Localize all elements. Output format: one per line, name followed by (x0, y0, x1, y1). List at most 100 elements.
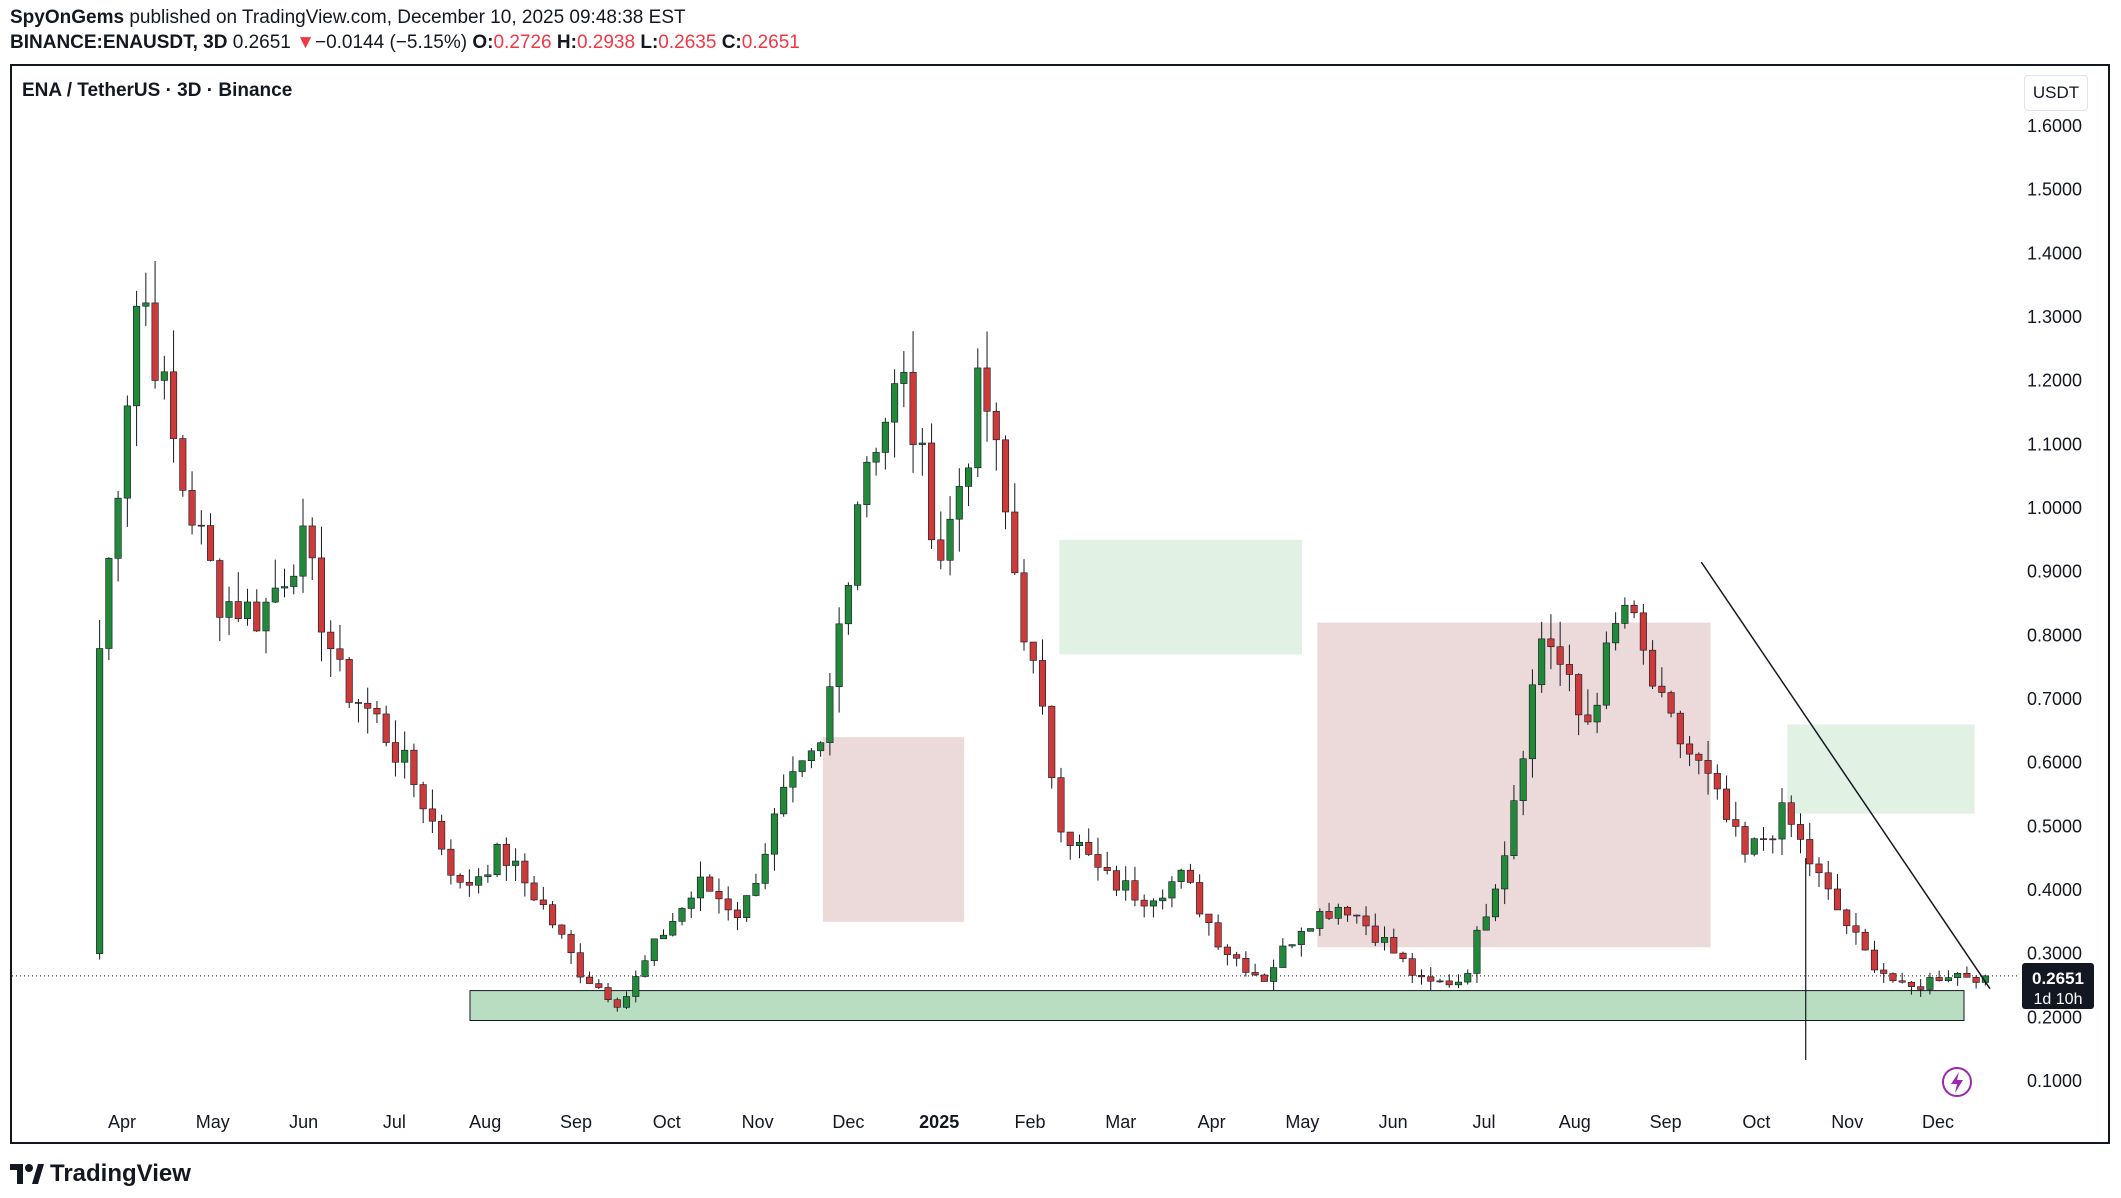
candle-body[interactable] (1029, 641, 1037, 661)
candle-body[interactable] (1852, 925, 1860, 933)
candle-body[interactable] (872, 452, 880, 463)
candle-body[interactable] (114, 497, 122, 559)
candle-body[interactable] (983, 367, 991, 412)
candle-body[interactable] (1103, 867, 1111, 871)
candle-body[interactable] (354, 702, 362, 704)
candle-body[interactable] (1926, 977, 1934, 990)
candle-body[interactable] (1658, 685, 1666, 693)
candle-body[interactable] (1649, 649, 1657, 687)
candle-body[interactable] (1205, 913, 1213, 924)
candle-body[interactable] (789, 771, 797, 788)
candle-body[interactable] (1316, 911, 1324, 929)
candle-body[interactable] (493, 843, 501, 876)
candle-body[interactable] (253, 601, 261, 632)
candle-body[interactable] (622, 996, 631, 1008)
trendline[interactable] (1700, 561, 1991, 990)
candle-body[interactable] (992, 410, 1000, 441)
candle-body[interactable] (364, 702, 372, 709)
candle-body[interactable] (299, 525, 307, 577)
candle-body[interactable] (733, 909, 741, 918)
candle-body[interactable] (170, 371, 178, 439)
candle-body[interactable] (1186, 869, 1194, 883)
candle-body[interactable] (928, 442, 936, 541)
candle-body[interactable] (1759, 838, 1768, 840)
candle-body[interactable] (1954, 973, 1962, 978)
candle-body[interactable] (336, 648, 344, 660)
candle-body[interactable] (613, 999, 621, 1008)
candle-body[interactable] (456, 874, 464, 883)
candle-body[interactable] (96, 648, 104, 954)
candle-body[interactable] (142, 302, 150, 307)
candle-body[interactable] (632, 976, 640, 997)
candle-body[interactable] (1242, 957, 1250, 973)
candle-body[interactable] (1796, 824, 1805, 840)
author[interactable]: SpyOnGems (10, 7, 125, 28)
candle-body[interactable] (650, 938, 658, 961)
candle-body[interactable] (678, 908, 686, 922)
candle-body[interactable] (715, 891, 723, 900)
candle-body[interactable] (1408, 958, 1416, 976)
candle-body[interactable] (1686, 743, 1694, 755)
candle-body[interactable] (909, 372, 917, 445)
candle-body[interactable] (188, 490, 196, 526)
candle-body[interactable] (1519, 758, 1527, 801)
candle-body[interactable] (1815, 863, 1823, 874)
candle-body[interactable] (900, 372, 908, 384)
candle-body[interactable] (373, 707, 381, 715)
lightning-icon[interactable] (1942, 1067, 1972, 1097)
candle-body[interactable] (1066, 831, 1074, 846)
candle-body[interactable] (1399, 952, 1407, 959)
candle-body[interactable] (1270, 967, 1278, 982)
candle-body[interactable] (1843, 909, 1851, 927)
candle-body[interactable] (1445, 980, 1453, 986)
candle-body[interactable] (484, 874, 492, 877)
candle-body[interactable] (1196, 882, 1204, 915)
candle-body[interactable] (1917, 986, 1925, 990)
candle-body[interactable] (1112, 870, 1120, 891)
candle-body[interactable] (1723, 788, 1731, 820)
candle-body[interactable] (271, 587, 279, 603)
candle-body[interactable] (558, 924, 566, 935)
candle-body[interactable] (1676, 712, 1684, 745)
candle-body[interactable] (1353, 914, 1361, 917)
candle-body[interactable] (1898, 980, 1906, 983)
candle-body[interactable] (1168, 881, 1176, 899)
candle-body[interactable] (197, 524, 205, 527)
candle-body[interactable] (1547, 638, 1555, 648)
candle-body[interactable] (1131, 880, 1139, 901)
candle-body[interactable] (123, 405, 131, 499)
candle-body[interactable] (1020, 572, 1028, 643)
candle-body[interactable] (1380, 937, 1389, 943)
candle-body[interactable] (1085, 841, 1093, 855)
candle-body[interactable] (438, 820, 446, 850)
candle-body[interactable] (780, 786, 788, 815)
candle-body[interactable] (696, 876, 705, 899)
candle-body[interactable] (1094, 854, 1102, 868)
candle-body[interactable] (770, 813, 778, 855)
candle-body[interactable] (586, 976, 594, 984)
candle-body[interactable] (207, 525, 215, 561)
candle-body[interactable] (863, 461, 871, 505)
candle-body[interactable] (1038, 660, 1047, 707)
candle-body[interactable] (290, 575, 298, 587)
candle-body[interactable] (327, 631, 335, 650)
candle-body[interactable] (604, 987, 612, 1000)
candle-body[interactable] (262, 601, 270, 632)
candle-body[interactable] (761, 853, 769, 884)
candle-body[interactable] (530, 882, 538, 901)
candle-body[interactable] (817, 742, 825, 752)
candle-body[interactable] (1011, 511, 1019, 574)
candle-body[interactable] (133, 305, 141, 407)
candle-body[interactable] (1454, 981, 1463, 986)
candle-body[interactable] (641, 960, 649, 977)
candle-body[interactable] (539, 899, 547, 905)
candle-body[interactable] (1806, 839, 1814, 865)
candle-body[interactable] (946, 518, 954, 561)
candle-body[interactable] (1001, 439, 1010, 513)
candle-body[interactable] (1223, 946, 1231, 955)
candle-body[interactable] (105, 558, 113, 649)
candle-body[interactable] (465, 882, 473, 886)
candle-body[interactable] (743, 895, 751, 918)
currency-button[interactable]: USDT (2024, 75, 2088, 111)
